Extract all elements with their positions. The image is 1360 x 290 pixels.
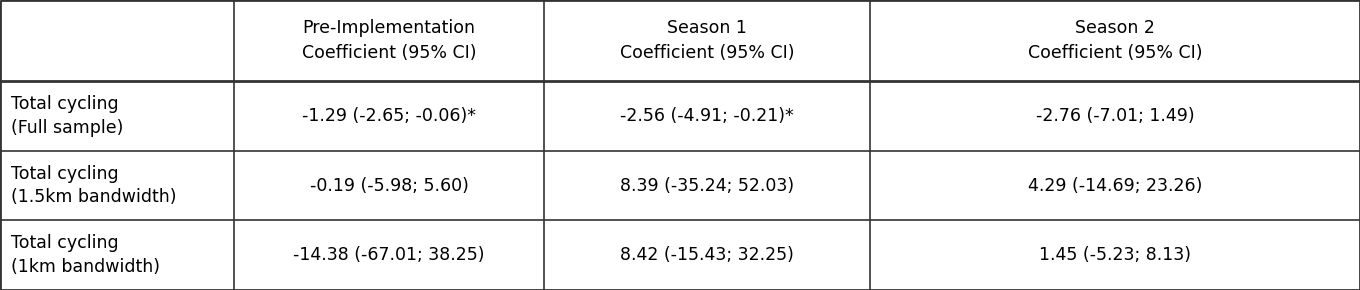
Text: -1.29 (-2.65; -0.06)*: -1.29 (-2.65; -0.06)* (302, 107, 476, 125)
Text: Season 1
Coefficient (95% CI): Season 1 Coefficient (95% CI) (620, 19, 794, 62)
Text: 4.29 (-14.69; 23.26): 4.29 (-14.69; 23.26) (1028, 177, 1202, 195)
Text: -2.56 (-4.91; -0.21)*: -2.56 (-4.91; -0.21)* (620, 107, 794, 125)
Text: -2.76 (-7.01; 1.49): -2.76 (-7.01; 1.49) (1036, 107, 1194, 125)
Text: 1.45 (-5.23; 8.13): 1.45 (-5.23; 8.13) (1039, 246, 1191, 264)
Text: 8.42 (-15.43; 32.25): 8.42 (-15.43; 32.25) (620, 246, 794, 264)
Text: Total cycling
(1km bandwidth): Total cycling (1km bandwidth) (11, 234, 160, 276)
Text: -14.38 (-67.01; 38.25): -14.38 (-67.01; 38.25) (294, 246, 484, 264)
Text: Season 2
Coefficient (95% CI): Season 2 Coefficient (95% CI) (1028, 19, 1202, 62)
Text: 8.39 (-35.24; 52.03): 8.39 (-35.24; 52.03) (620, 177, 794, 195)
Text: Total cycling
(1.5km bandwidth): Total cycling (1.5km bandwidth) (11, 165, 177, 206)
Text: Total cycling
(Full sample): Total cycling (Full sample) (11, 95, 124, 137)
Text: -0.19 (-5.98; 5.60): -0.19 (-5.98; 5.60) (310, 177, 468, 195)
Text: Pre-Implementation
Coefficient (95% CI): Pre-Implementation Coefficient (95% CI) (302, 19, 476, 62)
